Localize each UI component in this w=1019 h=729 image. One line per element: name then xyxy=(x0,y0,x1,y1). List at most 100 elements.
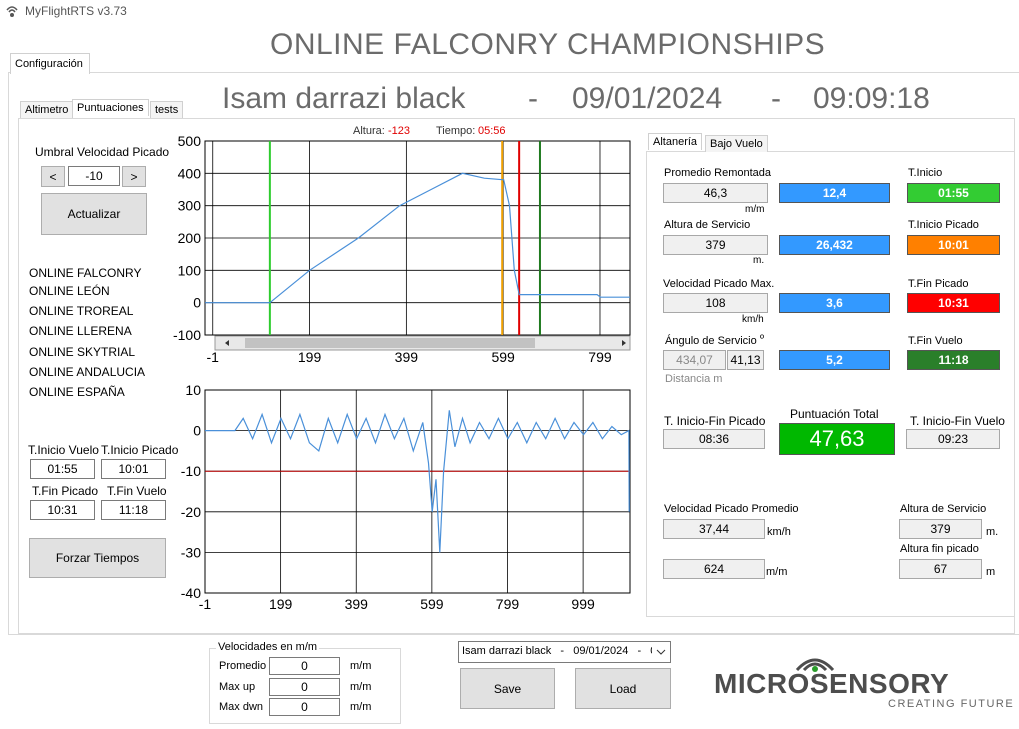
unit: m. xyxy=(986,526,999,538)
x-tick-label: 999 xyxy=(571,596,595,612)
label: T. Inicio-Fin Picado xyxy=(664,414,766,428)
y-tick-label: 200 xyxy=(178,230,202,246)
readout-value: 05:56 xyxy=(478,125,506,137)
time-field: 01:55 xyxy=(30,459,95,479)
score-field: 5,2 xyxy=(779,350,890,370)
x-tick-label: -1 xyxy=(207,349,220,365)
y-tick-label: 500 xyxy=(178,133,202,149)
x-tick-label: 599 xyxy=(491,349,515,365)
y-tick-label: 0 xyxy=(193,423,201,439)
unit: m/m xyxy=(766,566,788,578)
total-score: 47,63 xyxy=(779,423,895,455)
label: Altura fin picado xyxy=(900,543,979,555)
label: Promedio Remontada xyxy=(664,167,772,179)
update-button[interactable]: Actualizar xyxy=(41,193,147,235)
tab[interactable]: tests xyxy=(150,101,184,118)
angle-field: 41,13 xyxy=(727,350,764,370)
label: T. Inicio-Fin Vuelo xyxy=(910,414,1005,428)
club-name: ONLINE FALCONRY xyxy=(29,266,142,280)
decrement-button[interactable]: < xyxy=(41,166,65,187)
load-button[interactable]: Load xyxy=(575,668,671,709)
label: T.Inicio Vuelo xyxy=(28,443,99,457)
threshold-input[interactable]: -10 xyxy=(68,166,120,186)
x-tick-label: 799 xyxy=(588,349,612,365)
label: Umbral Velocidad Picado xyxy=(35,145,170,159)
scrollbar-thumb xyxy=(245,338,535,348)
tab[interactable]: Altanería xyxy=(648,133,703,150)
tab[interactable]: Configuración xyxy=(10,53,90,74)
label: T.Fin Vuelo xyxy=(107,484,167,498)
label: T.Inicio xyxy=(908,167,943,179)
value-field: 379 xyxy=(899,519,982,539)
club-name: ONLINE ANDALUCIA xyxy=(29,365,146,379)
y-tick-label: 0 xyxy=(193,295,201,311)
window-title: MyFlightRTS v3.73 xyxy=(25,4,127,18)
tab[interactable]: Altimetro xyxy=(20,101,74,118)
time-field: 10:31 xyxy=(30,500,95,520)
logo-name: MICROSENSORY xyxy=(714,668,950,699)
value-field: 09:23 xyxy=(906,429,1000,449)
session-text: Isam darrazi black - 09/01/2024 - 0 xyxy=(462,645,652,657)
y-tick-label: -30 xyxy=(181,544,201,560)
force-times-button[interactable]: Forzar Tiempos xyxy=(29,538,166,578)
y-tick-label: -100 xyxy=(173,327,201,343)
label: Ángulo de Servicio xyxy=(665,335,757,347)
altaneria-panel xyxy=(646,151,1015,617)
y-tick-label: 300 xyxy=(178,198,202,214)
flight-date: 09/01/2024 xyxy=(572,82,723,115)
scroll-left xyxy=(225,340,229,346)
value-field: 46,3 xyxy=(663,183,768,203)
label: Max dwn xyxy=(219,701,264,713)
unit: km/h xyxy=(742,314,764,325)
increment-button[interactable]: > xyxy=(122,166,146,187)
unit: m/m xyxy=(350,701,372,713)
pilot-name: Isam darrazi black xyxy=(222,82,466,115)
logo-signal xyxy=(795,658,835,672)
unit: m. xyxy=(753,255,765,266)
x-tick-label: 399 xyxy=(395,349,419,365)
label: Velocidad Picado Promedio xyxy=(664,503,799,515)
unit: m/m xyxy=(745,204,765,215)
unit: m xyxy=(986,566,996,578)
label: T.Inicio Picado xyxy=(101,443,179,457)
x-tick-label: 599 xyxy=(420,596,444,612)
label: Distancia m xyxy=(665,373,723,385)
y-tick-label: -20 xyxy=(181,504,201,520)
club-name: ONLINE LEÓN xyxy=(29,284,110,298)
label: Max up xyxy=(219,681,256,693)
tab[interactable]: Bajo Vuelo xyxy=(705,135,768,152)
main-tab-panel xyxy=(8,72,1019,635)
group-title: Velocidades en m/m xyxy=(216,641,320,653)
time-field: 10:01 xyxy=(907,235,1000,255)
label: Altura de Servicio xyxy=(664,219,751,231)
readout-label: Tiempo: xyxy=(436,125,475,137)
value-field: 379 xyxy=(663,235,768,255)
club-name: ONLINE ESPAÑA xyxy=(29,385,125,399)
score-field: 12,4 xyxy=(779,183,890,203)
logo-tagline: CREATING FUTURE xyxy=(888,698,1015,710)
separator: - xyxy=(528,82,538,115)
club-name: ONLINE TROREAL xyxy=(29,304,134,318)
app-icon xyxy=(6,6,18,17)
value-field: 37,44 xyxy=(663,519,765,539)
x-tick-label: 199 xyxy=(269,596,293,612)
value-field: 0 xyxy=(269,657,340,675)
value-field: 0 xyxy=(269,678,340,696)
y-tick-label: 400 xyxy=(178,165,202,181)
unit: km/h xyxy=(767,526,791,538)
tab[interactable]: Puntuaciones xyxy=(72,99,149,116)
y-tick-label: 10 xyxy=(185,382,201,398)
y-tick-label: 100 xyxy=(178,262,202,278)
distance-field: 434,07 xyxy=(663,350,726,370)
session-combobox[interactable]: Isam darrazi black - 09/01/2024 - 0 xyxy=(458,641,671,663)
x-tick-label: -1 xyxy=(199,596,212,612)
label: T.Inicio Picado xyxy=(908,219,979,231)
time-field: 11:18 xyxy=(907,350,1000,370)
save-button[interactable]: Save xyxy=(460,668,555,709)
score-field: 26,432 xyxy=(779,235,890,255)
value-field: 108 xyxy=(663,293,768,313)
label: T.Fin Picado xyxy=(908,278,969,290)
